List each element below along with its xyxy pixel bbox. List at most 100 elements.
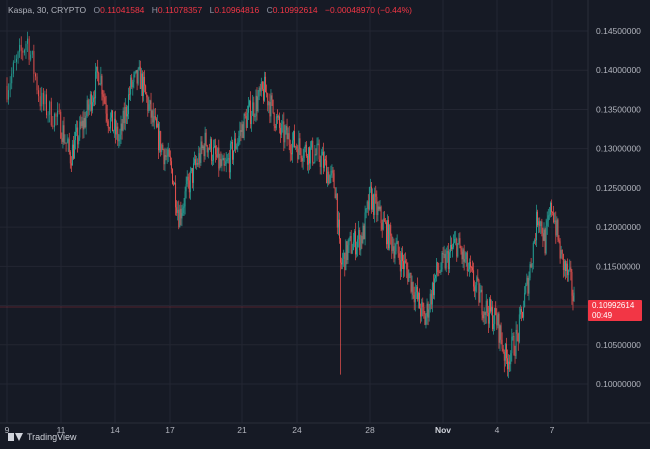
candle-body [75,132,77,141]
candle-body [124,107,126,123]
candle-body [130,77,132,95]
candle-body [209,139,211,150]
candle-body [368,187,370,210]
candle-body [291,140,293,155]
candle-body [344,252,346,271]
candle-body [543,229,545,241]
last-price-tag: 0.10992614 00:49 [588,300,642,321]
price-axis[interactable]: 0.14500000 0.14000000 0.13500000 0.13000000… [596,26,641,389]
candle-body [457,243,459,257]
candle-body [508,361,510,370]
candle-body [96,66,98,72]
candle-body [116,126,118,135]
candle-body [193,163,194,183]
candle-body [223,158,225,166]
candle-body [296,146,298,149]
candle-body [477,277,479,280]
candle-body [158,123,159,151]
candle-body [258,87,260,97]
candle-body [188,180,190,193]
candle-body [540,221,542,227]
candle-body [515,329,517,356]
candle-body [53,113,55,128]
candle-body [458,238,460,244]
candle-body [399,260,401,272]
candle-body [367,201,369,210]
candle-body [286,125,288,140]
candle-body [445,253,447,269]
candle-body [141,73,143,96]
candle-body [149,100,151,105]
candle-body [111,110,113,132]
candle-body [473,270,475,287]
candle-body [67,139,69,143]
candle-body [546,220,548,226]
candle-body [452,247,453,250]
candle-body [571,271,573,296]
candle-body [55,113,57,117]
candle-body [398,253,400,261]
candle-body [134,72,136,75]
candle-body [385,222,387,245]
candle-body [312,140,314,163]
candle-body [173,183,174,185]
watermark-text: TradingView [27,432,77,442]
candle-body [44,94,46,105]
candle-body [230,141,232,144]
candle-body [276,116,278,118]
candle-body [362,225,364,244]
candle-body [246,112,248,128]
candle-body [93,97,94,103]
candle-body [408,273,410,282]
time-tick-label: 7 [550,425,555,435]
tradingview-watermark[interactable]: TradingView [8,432,77,442]
candle-body [20,44,22,51]
candle-body [179,208,181,228]
candle-body [70,163,72,166]
candle-body [502,348,504,353]
candle-body [426,303,428,317]
candle-body [190,168,192,172]
candle-body [327,171,329,184]
candle-body [559,241,561,259]
candle-body [471,267,472,268]
time-axis[interactable]: 9 11 14 17 21 24 28 Nov 4 7 [5,425,555,435]
candle-body [198,153,200,165]
candle-body [135,70,137,73]
candle-body [204,132,206,157]
candle-body [436,262,438,275]
candle-body [423,307,425,315]
candle-body [474,286,476,292]
time-tick-label: Nov [435,425,451,435]
candle-body [562,253,564,271]
low-value: 0.10964816 [214,5,260,15]
candle-body [411,282,413,292]
last-price-value: 0.10992614 [592,301,635,310]
candle-body [274,126,276,129]
candle-body [176,207,178,213]
candle-body [561,250,563,254]
candle-body [340,238,341,263]
candle-body [444,254,446,269]
candle-body [395,244,397,252]
candle-body [203,146,205,157]
candle-body [265,76,267,93]
candle-body [89,94,91,105]
candle-body [183,206,185,208]
candle-body [22,50,24,53]
candle-body [326,160,328,184]
candle-body [133,74,135,82]
symbol-name[interactable]: Kaspa, 30, CRYPTO [8,5,87,15]
candle-body [120,123,122,135]
candle-body [194,159,196,164]
candle-body [383,218,385,222]
candle-body [208,148,210,150]
candle-body [391,235,393,252]
candle-body [553,212,555,223]
candle-body [151,110,153,118]
candle-body [205,132,207,146]
candle-body [318,143,320,160]
candle-body [87,100,89,111]
high-label: H [151,5,158,15]
